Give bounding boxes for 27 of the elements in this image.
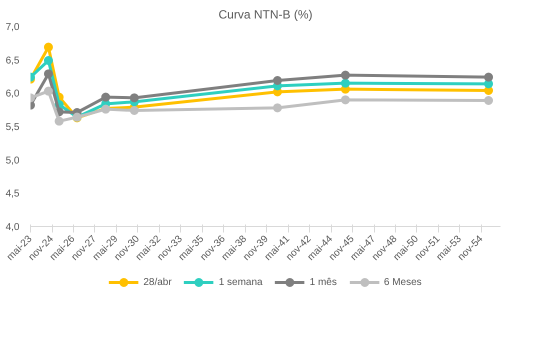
point [340,70,350,80]
point [484,72,494,82]
point [101,92,110,102]
point [340,95,350,104]
legend-label: 1 semana [218,276,263,288]
y-tick-label: 5,0 [6,155,20,166]
point [44,86,53,96]
y-tick-label: 6,0 [6,88,20,100]
y-tick-label: 5,5 [6,122,20,133]
legend-label: 28/abr [143,276,172,288]
point [130,93,139,102]
point [340,78,350,88]
point [272,103,282,112]
point [272,76,282,85]
y-tick-label: 4,0 [6,222,20,233]
y-tick-label: 7,0 [6,22,20,33]
point [54,116,64,126]
point [44,56,53,65]
point [44,42,53,52]
point [484,96,494,105]
legend-label: 1 mês [310,276,337,288]
point [44,69,53,78]
y-tick-label: 6,5 [6,55,20,66]
chart-title: Curva NTN-B (%) [218,8,313,22]
point [130,106,139,115]
legend-label: 6 Meses [384,276,422,288]
y-tick-label: 4,5 [6,188,20,200]
